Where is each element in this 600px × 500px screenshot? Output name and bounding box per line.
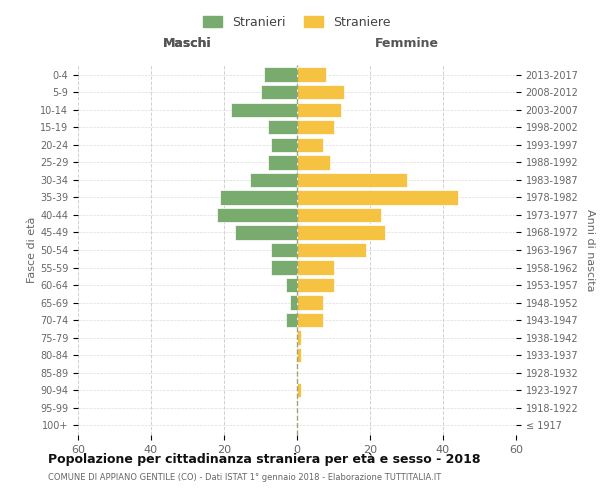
Bar <box>297 85 344 100</box>
Bar <box>297 155 330 170</box>
Bar <box>297 348 301 362</box>
Bar <box>297 330 301 345</box>
Bar <box>297 313 323 328</box>
Bar <box>297 68 326 82</box>
Bar <box>297 226 385 239</box>
Bar <box>271 260 297 274</box>
Bar <box>286 278 297 292</box>
Bar <box>268 120 297 134</box>
Text: Femmine: Femmine <box>374 37 439 50</box>
Text: Popolazione per cittadinanza straniera per età e sesso - 2018: Popolazione per cittadinanza straniera p… <box>48 452 481 466</box>
Bar <box>260 85 297 100</box>
Bar <box>297 243 367 257</box>
Bar <box>297 383 301 398</box>
Text: Maschi: Maschi <box>163 37 212 50</box>
Y-axis label: Anni di nascita: Anni di nascita <box>585 209 595 291</box>
Bar <box>297 120 334 134</box>
Text: Maschi: Maschi <box>163 37 212 50</box>
Bar <box>286 313 297 328</box>
Bar <box>297 102 341 117</box>
Bar <box>297 208 381 222</box>
Bar <box>297 138 323 152</box>
Bar <box>220 190 297 204</box>
Bar <box>264 68 297 82</box>
Bar <box>268 155 297 170</box>
Bar <box>235 226 297 239</box>
Bar <box>290 296 297 310</box>
Bar <box>297 190 458 204</box>
Bar <box>297 296 323 310</box>
Y-axis label: Fasce di età: Fasce di età <box>27 217 37 283</box>
Bar <box>297 278 334 292</box>
Legend: Stranieri, Straniere: Stranieri, Straniere <box>200 12 394 32</box>
Bar <box>271 138 297 152</box>
Bar <box>232 102 297 117</box>
Bar <box>250 172 297 187</box>
Bar <box>297 260 334 274</box>
Bar <box>297 172 407 187</box>
Bar <box>271 243 297 257</box>
Text: COMUNE DI APPIANO GENTILE (CO) - Dati ISTAT 1° gennaio 2018 - Elaborazione TUTTI: COMUNE DI APPIANO GENTILE (CO) - Dati IS… <box>48 472 441 482</box>
Bar <box>217 208 297 222</box>
